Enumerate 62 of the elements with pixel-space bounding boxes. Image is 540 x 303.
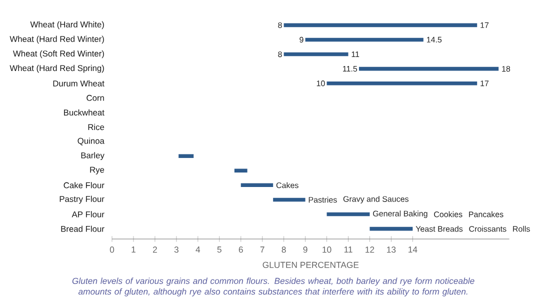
x-tick-label: 11 — [344, 246, 352, 253]
annotation: 17 — [480, 80, 489, 86]
annotation: 9 — [300, 36, 304, 43]
annotation: 14.5 — [426, 36, 442, 43]
y-tick-label: Buckwheat — [64, 109, 104, 116]
y-tick-label: Wheat (Soft Red Winter) — [13, 50, 104, 58]
y-tick-label: Corn — [86, 94, 104, 101]
annotation: 18 — [502, 66, 510, 72]
text: Gluten levels of various grains and common flours. Besides wheat, both barley and rye form noticeable amounts of gluten, although rye also contains substances that interfere with its ability to form gluten. — [72, 278, 474, 296]
y-tick-label: Wheat (Hard White) — [30, 21, 104, 30]
annotation: Cakes — [276, 182, 298, 188]
text: Rolls — [513, 226, 530, 232]
annotation: Pastries — [308, 196, 337, 203]
y-tick-label: Bread Flour — [61, 226, 104, 232]
annotation: 11 — [352, 52, 360, 58]
bar — [370, 226, 413, 231]
annotation: 8 — [278, 22, 282, 28]
x-tick-label: 8 — [282, 246, 286, 253]
annotation: 8 — [278, 51, 282, 58]
y-tick-label: Cake Flour — [64, 182, 104, 188]
annotation: 10 — [316, 80, 325, 86]
bar — [326, 212, 370, 216]
bar — [284, 23, 478, 28]
bar — [284, 52, 348, 56]
bar — [358, 66, 499, 71]
x-tick-label: 7 — [260, 246, 264, 253]
x-tick-label: 4 — [196, 246, 200, 253]
x-tick-label: 1 — [132, 246, 136, 253]
bar — [305, 38, 424, 42]
annotation: General Baking — [373, 210, 428, 218]
x-tick-label: 2 — [152, 246, 157, 253]
y-tick-label: Wheat (Hard Red Winter) — [10, 36, 104, 44]
y-tick-label: Quinoa — [78, 138, 104, 146]
x-tick-label: 14 — [408, 246, 418, 253]
x-axis-title: GLUTEN PERCENTAGE — [262, 262, 359, 268]
annotation: Yeast Breads — [416, 226, 463, 232]
y-tick-label: Rice — [88, 124, 104, 130]
annotation: Croissants — [469, 226, 506, 232]
annotation: 11.5 — [343, 66, 358, 72]
bar — [326, 81, 478, 86]
annotation: 17 — [480, 22, 489, 28]
annotation: Pancakes — [469, 211, 504, 218]
x-tick-label: 10 — [322, 246, 332, 253]
x-tick-label: 12 — [366, 246, 374, 253]
x-tick-label: 3 — [174, 246, 178, 253]
bar — [273, 198, 306, 202]
x-tick-label: 6 — [238, 246, 243, 253]
bar — [240, 183, 274, 188]
x-tick-label: 0 — [110, 246, 114, 253]
x-tick-label: 5 — [217, 246, 222, 253]
y-tick-label: AP Flour — [72, 211, 104, 218]
bar — [234, 168, 248, 173]
y-tick-label: Rye — [90, 166, 104, 174]
x-tick-label: 9 — [303, 246, 308, 253]
annotation: Gravy and Sauces — [343, 196, 409, 204]
bar — [178, 154, 194, 158]
annotation: Cookies — [434, 211, 462, 218]
x-tick-label: 13 — [387, 246, 396, 253]
y-tick-label: Pastry Flour — [60, 196, 104, 204]
y-tick-label: Wheat (Hard Red Spring) — [10, 64, 104, 73]
y-tick-label: Durum Wheat — [53, 80, 104, 86]
y-tick-label: Barley — [81, 152, 104, 160]
